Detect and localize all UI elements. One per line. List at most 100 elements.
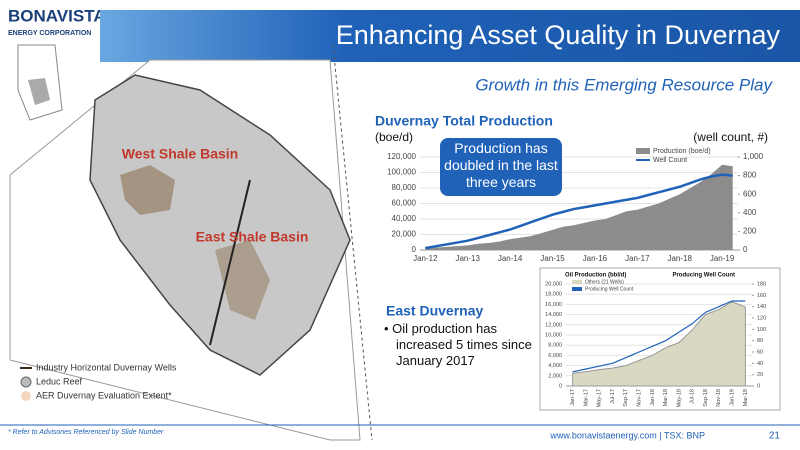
y2-tick-label: 140 xyxy=(757,304,766,310)
legend-swatch xyxy=(572,287,582,291)
y2-tick-label: 600 xyxy=(743,189,757,198)
bullet: • Oil production has increased 5 times s… xyxy=(384,321,532,368)
bullet-span: Oil production has increased 5 times sin… xyxy=(392,321,532,368)
area xyxy=(572,301,746,387)
legend-swatch xyxy=(572,280,582,284)
y-tick-label: 0 xyxy=(559,383,562,389)
y-tick-label: 0 xyxy=(412,245,417,254)
legend-label: Producing Well Count xyxy=(585,286,634,292)
x-tick-label: May-17 xyxy=(597,389,603,407)
title-bar xyxy=(100,10,800,62)
charts: 0 20,000 40,000 60,000 80,000 100,000 120,000 0… xyxy=(387,148,766,408)
y-tick-label: 16,000 xyxy=(545,302,562,308)
y-tick-label: 10,000 xyxy=(545,332,562,338)
y-tick-label: 40,000 xyxy=(392,214,417,223)
map-label: West Shale Basin xyxy=(122,146,238,162)
x-tick-label: Nov-18 xyxy=(716,389,722,407)
map-edge xyxy=(332,44,373,441)
y2-axis-label: Producing Well Count xyxy=(672,273,735,279)
y2-tick-label: 160 xyxy=(757,293,766,299)
y2-tick-label: 180 xyxy=(757,281,766,287)
x-tick-label: Mar-18 xyxy=(663,389,669,406)
slide-title: Enhancing Asset Quality in Duvernay xyxy=(336,20,781,50)
y-tick-label: 8,000 xyxy=(548,343,562,349)
page-number: 21 xyxy=(769,431,781,442)
x-tick-label: Jan-19 xyxy=(730,389,736,406)
y-tick-label: 14,000 xyxy=(545,312,562,318)
legend-swatch xyxy=(21,391,31,401)
chart-title: Duvernay Total Production xyxy=(375,113,553,129)
y-tick-label: 60,000 xyxy=(392,199,417,208)
map-legend: Industry Horizontal Duvernay Wells xyxy=(36,362,177,372)
line xyxy=(425,173,733,250)
x-tick-label: Jul-17 xyxy=(610,389,616,404)
bullet-text: • Oil production has increased 5 times s… xyxy=(384,321,532,368)
logo: BONAVISTA xyxy=(8,6,106,25)
y2-tick-label: 120 xyxy=(757,315,766,321)
legend-swatch xyxy=(20,376,32,388)
x-tick-label: Jan-16 xyxy=(583,254,608,263)
x-tick-label: Jan-18 xyxy=(650,389,656,406)
line xyxy=(572,300,746,373)
y2-tick-label: 200 xyxy=(743,227,757,236)
subtitle: Growth in this Emerging Resource Play xyxy=(475,75,773,94)
legend-swatch xyxy=(636,148,650,154)
x-tick-label: May-18 xyxy=(676,389,682,407)
x-tick-label: Mar-19 xyxy=(743,389,749,406)
x-tick-label: Jan-13 xyxy=(455,254,480,263)
map-label: East Shale Basin xyxy=(196,229,309,245)
y2-tick-label: 40 xyxy=(757,361,763,367)
evaluation-extent xyxy=(89,74,351,376)
y2-tick-label: 800 xyxy=(743,171,757,180)
y2-tick-label: 20 xyxy=(757,372,763,378)
x-tick-label: Mar-17 xyxy=(583,389,589,406)
x-tick-label: Jan-12 xyxy=(413,254,438,263)
y2-tick-label: 80 xyxy=(757,338,763,344)
y-tick-label: 4,000 xyxy=(548,363,562,369)
y2-tick-label: 60 xyxy=(757,349,763,355)
legend-label: Others (21 Wells) xyxy=(585,279,624,285)
y-tick-label: 2,000 xyxy=(548,373,562,379)
y2-axis-label: (well count, #) xyxy=(693,130,768,144)
logo-sub: ENERGY CORPORATION xyxy=(8,30,91,37)
annotation-box: Production has doubled in the last three… xyxy=(440,138,562,196)
area xyxy=(425,164,733,250)
footer-site: www.bonavistaenergy.com | TSX: BNP xyxy=(549,430,705,440)
annotation-text: Production has doubled in the last three… xyxy=(444,140,558,190)
section-heading: East Duvernay xyxy=(386,303,483,319)
reef xyxy=(209,179,251,346)
x-tick-label: Jan-18 xyxy=(667,254,692,263)
well-cluster xyxy=(215,240,270,320)
x-tick-label: Jan-19 xyxy=(710,254,735,263)
y2-tick-label: 0 xyxy=(743,245,748,254)
annotation: Production has doubled in the last three… xyxy=(440,138,562,196)
x-tick-label: Jan-14 xyxy=(498,254,523,263)
y2-tick-label: 1,000 xyxy=(743,152,764,161)
y-tick-label: 20,000 xyxy=(392,230,417,239)
legend-label: Well Count xyxy=(653,157,687,164)
y-axis-label: (boe/d) xyxy=(375,130,413,144)
y-tick-label: 20,000 xyxy=(545,281,562,287)
x-tick-label: Jul-18 xyxy=(690,389,696,404)
x-tick-label: Sep-17 xyxy=(623,389,629,407)
y2-tick-label: 400 xyxy=(743,208,757,217)
y-tick-label: 120,000 xyxy=(387,152,416,161)
well-cluster xyxy=(120,165,175,215)
y-tick-label: 100,000 xyxy=(387,168,416,177)
x-tick-label: Nov-17 xyxy=(637,389,643,407)
map-legend: Leduc Reef xyxy=(36,376,83,386)
chart-title: Oil Production (bbl/d) xyxy=(565,273,626,279)
y2-tick-label: 100 xyxy=(757,327,766,333)
y-tick-label: 18,000 xyxy=(545,292,562,298)
x-tick-label: Jan-17 xyxy=(570,389,576,406)
x-tick-label: Jan-15 xyxy=(540,254,565,263)
x-tick-label: Jan-17 xyxy=(625,254,650,263)
footer-note: * Refer to Advisories Referenced by Slid… xyxy=(8,429,164,436)
y2-tick-label: 0 xyxy=(757,383,760,389)
inset-area xyxy=(28,78,50,105)
map-legend: AER Duvernay Evaluation Extent* xyxy=(36,390,172,400)
y-tick-label: 6,000 xyxy=(548,353,562,359)
legend-label: Production (boe/d) xyxy=(653,148,711,155)
y-tick-label: 80,000 xyxy=(392,183,417,192)
